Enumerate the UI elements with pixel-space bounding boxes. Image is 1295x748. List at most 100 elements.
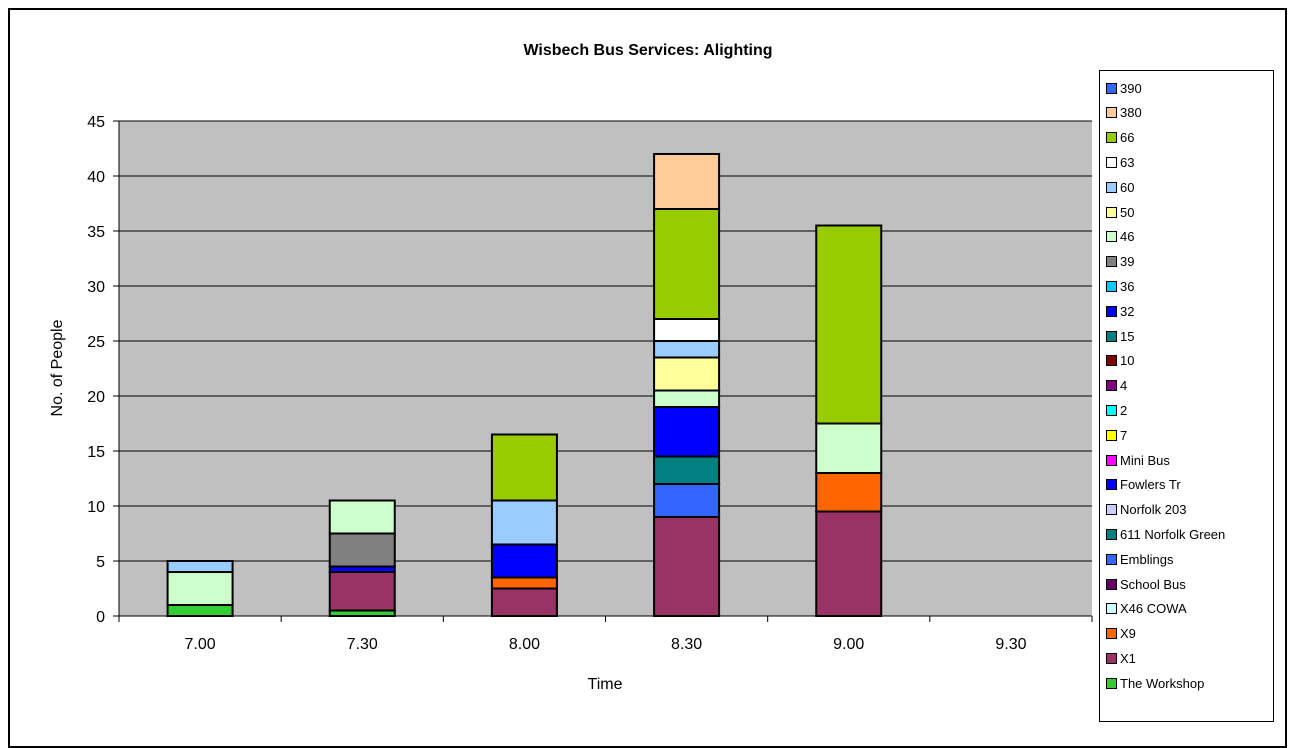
y-tick-labels: 0 5 10 15 20 25 30 35 40 45 — [87, 114, 105, 626]
bar-segment — [653, 208, 721, 320]
x-axis-title: Time — [588, 676, 623, 693]
legend-item: Norfolk 203 — [1106, 498, 1186, 522]
legend-label: 60 — [1120, 179, 1135, 195]
x-tick-label: 8.30 — [671, 636, 702, 653]
legend-label: Fowlers Tr — [1120, 477, 1181, 493]
bar-segment — [490, 499, 558, 546]
legend-label: 46 — [1120, 229, 1135, 245]
bar-segment — [166, 604, 234, 617]
y-tick-label: 35 — [87, 224, 105, 241]
plot-area — [119, 121, 1092, 616]
legend-swatch — [1106, 132, 1117, 144]
legend-swatch — [1106, 156, 1117, 168]
legend-swatch — [1106, 677, 1117, 689]
bar-segment — [653, 455, 721, 485]
legend-item: 7 — [1106, 423, 1127, 447]
legend-swatch — [1106, 553, 1117, 565]
legend-label: The Workshop — [1120, 675, 1205, 691]
legend-swatch — [1106, 330, 1117, 342]
legend-swatch — [1106, 380, 1117, 392]
chart-canvas: Wisbech Bus Services: Alighting 0 5 10 15 20… — [49, 42, 1093, 693]
legend-item: Mini Bus — [1106, 448, 1170, 472]
legend-label: 66 — [1120, 130, 1135, 146]
legend-label: 63 — [1120, 154, 1135, 170]
x-tick-label: 7.30 — [347, 636, 378, 653]
bar-segment — [653, 356, 721, 392]
legend-item: 60 — [1106, 175, 1134, 199]
bar-segment — [653, 153, 721, 210]
bar-segment — [815, 510, 883, 617]
legend-item: 380 — [1106, 101, 1142, 125]
legend-swatch — [1106, 504, 1117, 516]
gridlines — [119, 120, 1092, 562]
bar-segment — [166, 560, 234, 573]
legend-label: X1 — [1120, 650, 1136, 666]
bar-segment — [328, 499, 396, 535]
legend-label: 4 — [1120, 378, 1128, 394]
legend-label: 36 — [1120, 278, 1135, 294]
bar-segment — [653, 483, 721, 518]
bar-segment — [815, 472, 883, 513]
y-tick-label: 5 — [96, 554, 105, 571]
legend-swatch — [1106, 107, 1117, 119]
legend-label: 390 — [1120, 80, 1142, 96]
legend-item: 32 — [1106, 299, 1134, 323]
legend-swatch — [1106, 206, 1117, 218]
legend-item: 611 Norfolk Green — [1106, 522, 1225, 546]
legend-label: Emblings — [1120, 551, 1174, 567]
y-tick-label: 30 — [87, 279, 105, 296]
legend-item: 36 — [1106, 274, 1134, 298]
bar-segment — [815, 224, 883, 425]
legend-swatch — [1106, 578, 1117, 590]
bar-segment — [490, 543, 558, 579]
legend-swatch — [1106, 404, 1117, 416]
legend-label: Mini Bus — [1120, 452, 1170, 468]
legend-label: 611 Norfolk Green — [1120, 526, 1226, 542]
legend-swatch — [1106, 305, 1117, 317]
bar-segment — [490, 433, 558, 502]
y-tick-label: 40 — [87, 169, 105, 186]
legend-item: 4 — [1106, 374, 1127, 398]
legend-item: 50 — [1106, 200, 1134, 224]
legend-swatch — [1106, 181, 1117, 193]
legend-item: 390 — [1106, 76, 1142, 100]
x-tick-label: 7.00 — [185, 636, 216, 653]
bar-segment — [653, 340, 721, 359]
legend-item: X46 COWA — [1106, 597, 1187, 621]
legend-swatch — [1106, 355, 1117, 367]
chart-legend: 390 380 66 63 60 50 46 39 36 32 15 10 4 2 7 Mini Bus Fow… — [1099, 70, 1274, 722]
bar-segment — [653, 516, 721, 617]
legend-label: 7 — [1120, 427, 1128, 443]
legend-swatch — [1106, 528, 1117, 540]
y-tick-label: 20 — [87, 389, 105, 406]
legend-label: School Bus — [1120, 576, 1186, 592]
legend-swatch — [1106, 454, 1117, 466]
legend-label: Norfolk 203 — [1120, 502, 1187, 518]
x-tick-label: 8.00 — [509, 636, 540, 653]
legend-item: School Bus — [1106, 572, 1186, 596]
legend-swatch — [1106, 652, 1117, 664]
bar-segment — [490, 587, 558, 617]
legend-item: The Workshop — [1106, 671, 1204, 695]
y-tick-label: 15 — [87, 444, 105, 461]
bar-segment — [490, 576, 558, 590]
legend-swatch — [1106, 280, 1117, 292]
bar-segment — [166, 571, 234, 606]
legend-item: 15 — [1106, 324, 1134, 348]
legend-label: 32 — [1120, 303, 1135, 319]
legend-swatch — [1106, 82, 1117, 94]
legend-swatch — [1106, 479, 1117, 491]
legend-item: 46 — [1106, 225, 1134, 249]
legend-label: 50 — [1120, 204, 1135, 220]
bar-segment — [815, 422, 883, 474]
legend-item: Fowlers Tr — [1106, 473, 1181, 497]
bar-segment — [653, 406, 721, 458]
legend-swatch — [1106, 231, 1117, 243]
legend-item: X9 — [1106, 622, 1136, 646]
bar-segment — [328, 532, 396, 568]
legend-item: X1 — [1106, 646, 1136, 670]
legend-item: 2 — [1106, 398, 1127, 422]
legend-label: X46 COWA — [1120, 601, 1187, 617]
axes — [113, 120, 1093, 622]
bar-segment — [328, 571, 396, 612]
